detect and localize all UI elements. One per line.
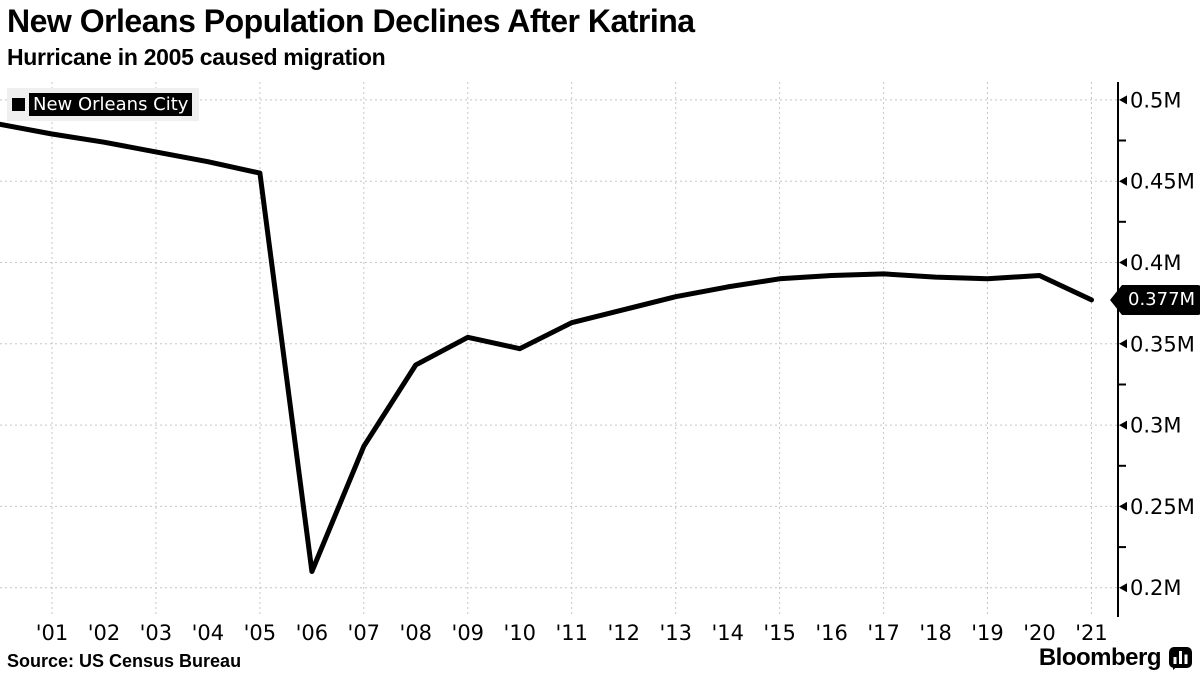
last-value-tag: 0.377M [1110,285,1200,315]
x-tick-label: '13 [659,621,692,645]
x-tick-label: '08 [400,621,433,645]
tag-arrow-left-icon [1110,285,1122,315]
legend-item-new-orleans-city[interactable]: New Orleans City [7,88,200,121]
x-tick-label: '17 [867,621,900,645]
bloomberg-logo: Bloomberg [1039,644,1192,672]
y-tick-arrow-icon [1119,583,1127,593]
y-tick-label: 0.2M [1130,576,1182,600]
legend-swatch-icon [12,98,25,111]
x-tick-label: '15 [763,621,796,645]
x-tick-label: '07 [348,621,381,645]
y-tick-arrow-icon [1119,258,1127,268]
bloomberg-wordmark: Bloomberg [1038,644,1162,671]
bloomberg-chart-bubble-icon [1169,646,1192,670]
y-tick-arrow-icon [1119,95,1127,105]
y-tick-label: 0.4M [1130,251,1182,275]
x-tick-label: '03 [140,621,173,645]
x-tick-label: '18 [919,621,952,645]
x-tick-label: '14 [711,621,744,645]
x-tick-label: '16 [815,621,848,645]
last-value-label: 0.377M [1122,285,1200,315]
chart-title: New Orleans Population Declines After Ka… [7,3,695,39]
legend-label: New Orleans City [29,93,193,116]
x-tick-label: '10 [504,621,537,645]
x-tick-label: '04 [192,621,225,645]
x-tick-label: '11 [555,621,588,645]
y-tick-arrow-icon [1119,501,1127,511]
x-tick-label: '12 [607,621,640,645]
y-tick-label: 0.25M [1130,495,1195,519]
y-tick-label: 0.35M [1130,332,1195,356]
y-tick-label: 0.5M [1130,88,1182,112]
source-note: Source: US Census Bureau [7,651,242,671]
y-tick-arrow-icon [1119,176,1127,186]
x-tick-label: '19 [971,621,1004,645]
y-tick-arrow-icon [1119,420,1127,430]
chart-subtitle: Hurricane in 2005 caused migration [7,44,386,70]
x-tick-label: '21 [1075,621,1108,645]
y-tick-arrow-icon [1119,339,1127,349]
x-tick-label: '09 [452,621,485,645]
x-tick-label: '06 [296,621,329,645]
y-tick-label: 0.45M [1130,170,1195,194]
x-tick-label: '02 [88,621,121,645]
x-tick-label: '20 [1023,621,1056,645]
series-line-new-orleans-city [0,121,1094,574]
x-tick-label: '05 [244,621,277,645]
y-tick-label: 0.3M [1130,414,1182,438]
x-tick-label: '01 [36,621,69,645]
